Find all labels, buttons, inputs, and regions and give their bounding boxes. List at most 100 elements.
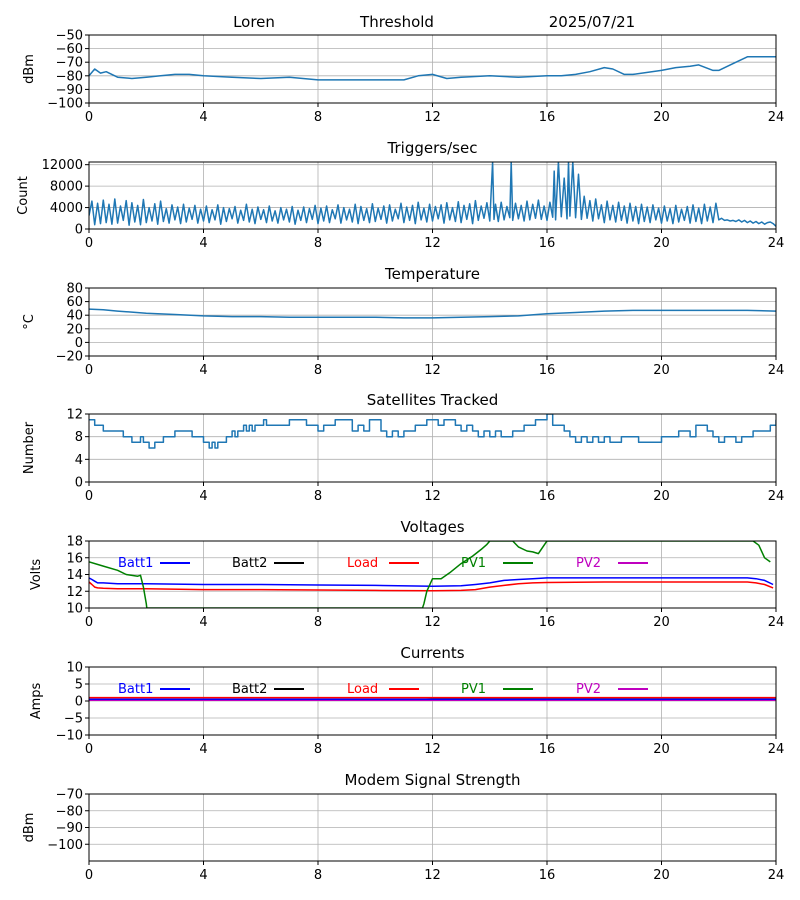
- y-tick-label: 12: [66, 585, 83, 600]
- x-tick-label: 8: [314, 363, 322, 378]
- legend-label-batt1: Batt1: [118, 556, 153, 571]
- header-metric: Threshold: [359, 13, 434, 31]
- y-axis-label: Count: [16, 176, 31, 215]
- series-group: [89, 308, 776, 319]
- x-tick-label: 8: [314, 489, 322, 504]
- x-tick-label: 12: [424, 615, 441, 630]
- x-tick-label: 0: [85, 236, 93, 251]
- x-tick-label: 24: [768, 868, 785, 883]
- x-tick-label: 4: [199, 363, 207, 378]
- x-tick-label: 20: [653, 236, 670, 251]
- panel-title: Voltages: [400, 518, 464, 536]
- x-tick-label: 24: [768, 489, 785, 504]
- y-axis-label: Amps: [29, 682, 44, 719]
- x-tick-label: 4: [199, 236, 207, 251]
- y-tick-label: 16: [66, 551, 83, 566]
- x-tick-label: 24: [768, 742, 785, 757]
- series-group: [89, 414, 776, 449]
- y-tick-label: 8000: [50, 180, 83, 195]
- y-axis-label: dBm: [22, 813, 37, 843]
- x-tick-label: 12: [424, 363, 441, 378]
- x-tick-label: 20: [653, 110, 670, 125]
- panel-threshold: 0 4 8 12 16 20 24 −100−90−80−70−60−50 dBm: [22, 29, 784, 126]
- x-tick-label: 0: [85, 615, 93, 630]
- legend-label-load: Load: [347, 556, 378, 571]
- y-tick-label: 0: [75, 336, 83, 351]
- x-tick-label: 20: [653, 615, 670, 630]
- x-tick-label: 12: [424, 110, 441, 125]
- panel-satellites: 0 4 8 12 16 20 24 0 4 8 12 Number Satellites Tracked: [22, 391, 784, 504]
- y-axis-label: °C: [22, 314, 37, 330]
- y-tick-label: 12: [66, 408, 83, 423]
- legend-label-pv2: PV2: [576, 682, 601, 697]
- x-tick-label: 16: [539, 868, 556, 883]
- y-axis-label: Volts: [29, 559, 44, 591]
- header-station: Loren: [233, 13, 275, 31]
- y-tick-label: 0: [75, 476, 83, 491]
- y-tick-label: 14: [66, 568, 83, 583]
- series-group: [89, 56, 776, 81]
- y-tick-label: 8: [75, 430, 83, 445]
- x-tick-label: 20: [653, 489, 670, 504]
- legend-label-batt2: Batt2: [232, 556, 267, 571]
- x-tick-label: 24: [768, 615, 785, 630]
- panel-title: Currents: [400, 644, 464, 662]
- x-tick-label: 8: [314, 236, 322, 251]
- x-tick-label: 16: [539, 110, 556, 125]
- x-tick-label: 16: [539, 489, 556, 504]
- x-tick-label: 20: [653, 363, 670, 378]
- x-tick-label: 16: [539, 615, 556, 630]
- y-tick-label: 5: [75, 678, 83, 693]
- y-tick-label: −60: [56, 42, 83, 57]
- panel-modem: 0 4 8 12 16 20 24 −100 −90 −80−70 dBm Modem Signal …: [22, 771, 784, 883]
- series-group: [89, 162, 776, 227]
- series-line-load: [89, 581, 774, 592]
- panel-title: Temperature: [384, 265, 480, 283]
- x-tick-label: 12: [424, 236, 441, 251]
- x-tick-label: 12: [424, 868, 441, 883]
- y-tick-label: 10: [66, 661, 83, 676]
- legend-label-pv1: PV1: [461, 556, 486, 571]
- x-tick-label: 20: [653, 868, 670, 883]
- header-date: 2025/07/21: [549, 13, 635, 31]
- y-tick-label: −80: [56, 69, 83, 84]
- series-line-triggers: [89, 162, 776, 227]
- x-tick-label: 8: [314, 615, 322, 630]
- series-group: [89, 696, 776, 702]
- y-tick-label: −70: [56, 56, 83, 71]
- panel-title: Satellites Tracked: [367, 391, 498, 409]
- series-group: [89, 541, 774, 608]
- legend-label-batt2: Batt2: [232, 682, 267, 697]
- y-tick-label: −90: [56, 83, 83, 98]
- y-tick-label: 0: [75, 695, 83, 710]
- x-tick-label: 24: [768, 110, 785, 125]
- x-tick-label: 8: [314, 868, 322, 883]
- x-tick-label: 20: [653, 742, 670, 757]
- x-tick-label: 4: [199, 615, 207, 630]
- series-line-threshold: [89, 56, 776, 81]
- y-axis-label: Number: [22, 421, 37, 474]
- x-tick-label: 4: [199, 868, 207, 883]
- y-tick-label: −20: [56, 350, 83, 365]
- x-tick-label: 0: [85, 110, 93, 125]
- x-tick-label: 16: [539, 363, 556, 378]
- x-tick-label: 4: [199, 742, 207, 757]
- y-tick-label: −10: [56, 729, 83, 744]
- y-tick-label: −50: [56, 29, 83, 44]
- legend-label-batt1: Batt1: [118, 682, 153, 697]
- series-line-temperature: [89, 308, 776, 319]
- x-tick-label: 4: [199, 110, 207, 125]
- series-line-satellites: [89, 414, 776, 449]
- y-axis-label: dBm: [22, 54, 37, 84]
- legend-label-pv1: PV1: [461, 682, 486, 697]
- x-tick-label: 24: [768, 236, 785, 251]
- x-tick-label: 16: [539, 236, 556, 251]
- y-tick-label: 80: [66, 282, 83, 297]
- x-tick-label: 0: [85, 742, 93, 757]
- y-tick-label: −100: [47, 97, 83, 112]
